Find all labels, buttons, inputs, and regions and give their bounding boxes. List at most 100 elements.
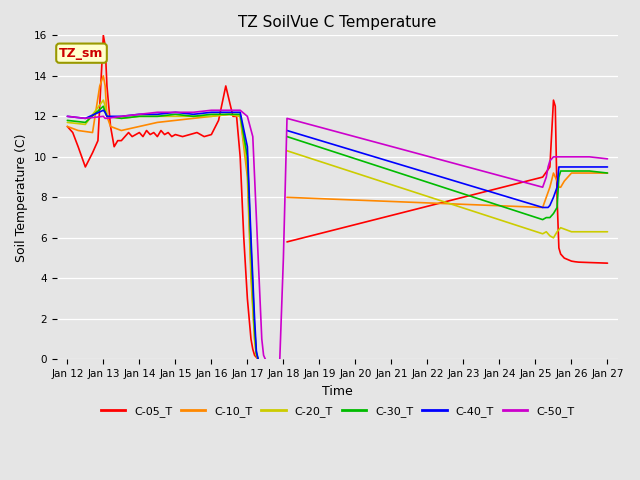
C-20_T bbox=[207, 113, 215, 119]
C-10_T bbox=[99, 73, 107, 79]
C-10_T bbox=[118, 128, 125, 133]
C-20_T bbox=[154, 113, 161, 119]
C-10_T bbox=[253, 352, 260, 358]
C-10_T bbox=[546, 184, 554, 190]
C-10_T bbox=[539, 204, 547, 210]
Y-axis label: Soil Temperature (C): Soil Temperature (C) bbox=[15, 133, 28, 262]
C-20_T bbox=[253, 352, 260, 358]
C-20_T bbox=[172, 113, 179, 119]
C-40_T bbox=[101, 109, 109, 115]
C-10_T bbox=[568, 170, 575, 176]
C-10_T bbox=[96, 83, 104, 89]
C-30_T bbox=[81, 120, 89, 125]
C-10_T bbox=[553, 178, 561, 184]
C-30_T bbox=[283, 134, 291, 140]
C-30_T bbox=[136, 113, 143, 119]
C-20_T bbox=[103, 113, 111, 119]
C-10_T bbox=[251, 336, 259, 342]
C-05_T bbox=[604, 260, 611, 266]
C-10_T bbox=[539, 204, 547, 210]
Line: C-20_T: C-20_T bbox=[67, 100, 607, 360]
C-20_T bbox=[604, 229, 611, 235]
C-30_T bbox=[99, 103, 107, 109]
C-20_T bbox=[543, 229, 550, 235]
C-30_T bbox=[207, 111, 215, 117]
C-50_T bbox=[260, 352, 268, 358]
C-40_T bbox=[544, 204, 552, 210]
C-05_T bbox=[132, 132, 140, 137]
C-40_T bbox=[136, 111, 143, 117]
C-40_T bbox=[154, 111, 161, 117]
C-20_T bbox=[81, 121, 89, 127]
C-10_T bbox=[244, 174, 252, 180]
C-30_T bbox=[553, 204, 561, 210]
C-30_T bbox=[63, 118, 71, 123]
Line: C-40_T: C-40_T bbox=[67, 110, 607, 360]
C-10_T bbox=[225, 111, 233, 117]
C-30_T bbox=[555, 174, 563, 180]
C-50_T bbox=[258, 336, 266, 342]
C-50_T bbox=[118, 113, 125, 119]
C-40_T bbox=[247, 235, 255, 240]
C-10_T bbox=[557, 184, 564, 190]
C-30_T bbox=[118, 116, 125, 121]
C-10_T bbox=[74, 128, 82, 133]
C-40_T bbox=[99, 108, 107, 113]
C-10_T bbox=[101, 83, 109, 89]
C-10_T bbox=[103, 113, 111, 119]
C-30_T bbox=[251, 326, 259, 332]
C-20_T bbox=[251, 336, 259, 342]
C-40_T bbox=[548, 199, 556, 204]
C-20_T bbox=[546, 233, 554, 239]
C-40_T bbox=[586, 164, 593, 170]
C-30_T bbox=[543, 215, 550, 220]
C-20_T bbox=[568, 229, 575, 235]
C-30_T bbox=[550, 211, 557, 216]
Text: TZ_sm: TZ_sm bbox=[60, 47, 104, 60]
C-50_T bbox=[244, 113, 252, 119]
C-20_T bbox=[118, 116, 125, 121]
C-40_T bbox=[172, 109, 179, 115]
C-10_T bbox=[107, 123, 115, 129]
C-05_T bbox=[94, 138, 102, 144]
C-20_T bbox=[225, 111, 233, 117]
C-10_T bbox=[236, 113, 244, 119]
C-10_T bbox=[604, 170, 611, 176]
C-20_T bbox=[101, 103, 109, 109]
C-50_T bbox=[568, 154, 575, 160]
C-50_T bbox=[280, 255, 287, 261]
C-30_T bbox=[539, 217, 547, 223]
C-40_T bbox=[207, 109, 215, 115]
C-20_T bbox=[244, 164, 252, 170]
C-50_T bbox=[546, 158, 554, 164]
C-05_T bbox=[233, 113, 241, 119]
C-50_T bbox=[154, 109, 161, 115]
C-40_T bbox=[550, 194, 557, 200]
C-50_T bbox=[254, 255, 262, 261]
C-30_T bbox=[568, 168, 575, 174]
C-50_T bbox=[557, 154, 564, 160]
C-40_T bbox=[604, 164, 611, 170]
C-30_T bbox=[586, 168, 593, 174]
C-10_T bbox=[89, 130, 97, 135]
C-30_T bbox=[557, 168, 564, 174]
C-40_T bbox=[63, 113, 71, 119]
C-05_T bbox=[555, 245, 563, 251]
C-05_T bbox=[63, 123, 71, 129]
C-40_T bbox=[283, 128, 291, 133]
C-10_T bbox=[247, 276, 255, 281]
C-10_T bbox=[189, 116, 197, 121]
C-50_T bbox=[236, 108, 244, 113]
C-50_T bbox=[543, 174, 550, 180]
C-30_T bbox=[604, 170, 611, 176]
C-40_T bbox=[543, 204, 550, 210]
C-30_T bbox=[172, 111, 179, 117]
C-20_T bbox=[544, 231, 552, 237]
C-30_T bbox=[225, 111, 233, 117]
C-10_T bbox=[283, 194, 291, 200]
C-30_T bbox=[254, 357, 262, 362]
C-30_T bbox=[103, 113, 111, 119]
C-40_T bbox=[553, 184, 561, 190]
C-50_T bbox=[544, 164, 552, 170]
C-10_T bbox=[63, 123, 71, 129]
